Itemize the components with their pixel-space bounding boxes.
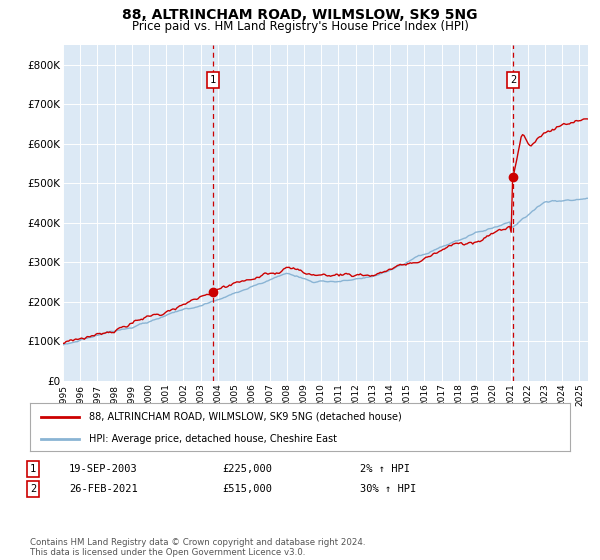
Text: 88, ALTRINCHAM ROAD, WILMSLOW, SK9 5NG: 88, ALTRINCHAM ROAD, WILMSLOW, SK9 5NG xyxy=(122,8,478,22)
Text: 2: 2 xyxy=(30,484,36,494)
Text: 88, ALTRINCHAM ROAD, WILMSLOW, SK9 5NG (detached house): 88, ALTRINCHAM ROAD, WILMSLOW, SK9 5NG (… xyxy=(89,412,402,422)
Text: HPI: Average price, detached house, Cheshire East: HPI: Average price, detached house, Ches… xyxy=(89,434,337,444)
Text: 2: 2 xyxy=(510,76,516,85)
Text: £515,000: £515,000 xyxy=(222,484,272,494)
Text: 1: 1 xyxy=(210,76,216,85)
Text: £225,000: £225,000 xyxy=(222,464,272,474)
Text: 30% ↑ HPI: 30% ↑ HPI xyxy=(360,484,416,494)
Text: Price paid vs. HM Land Registry's House Price Index (HPI): Price paid vs. HM Land Registry's House … xyxy=(131,20,469,32)
Text: 2% ↑ HPI: 2% ↑ HPI xyxy=(360,464,410,474)
Text: 26-FEB-2021: 26-FEB-2021 xyxy=(69,484,138,494)
Text: Contains HM Land Registry data © Crown copyright and database right 2024.
This d: Contains HM Land Registry data © Crown c… xyxy=(30,538,365,557)
Text: 19-SEP-2003: 19-SEP-2003 xyxy=(69,464,138,474)
Text: 1: 1 xyxy=(30,464,36,474)
